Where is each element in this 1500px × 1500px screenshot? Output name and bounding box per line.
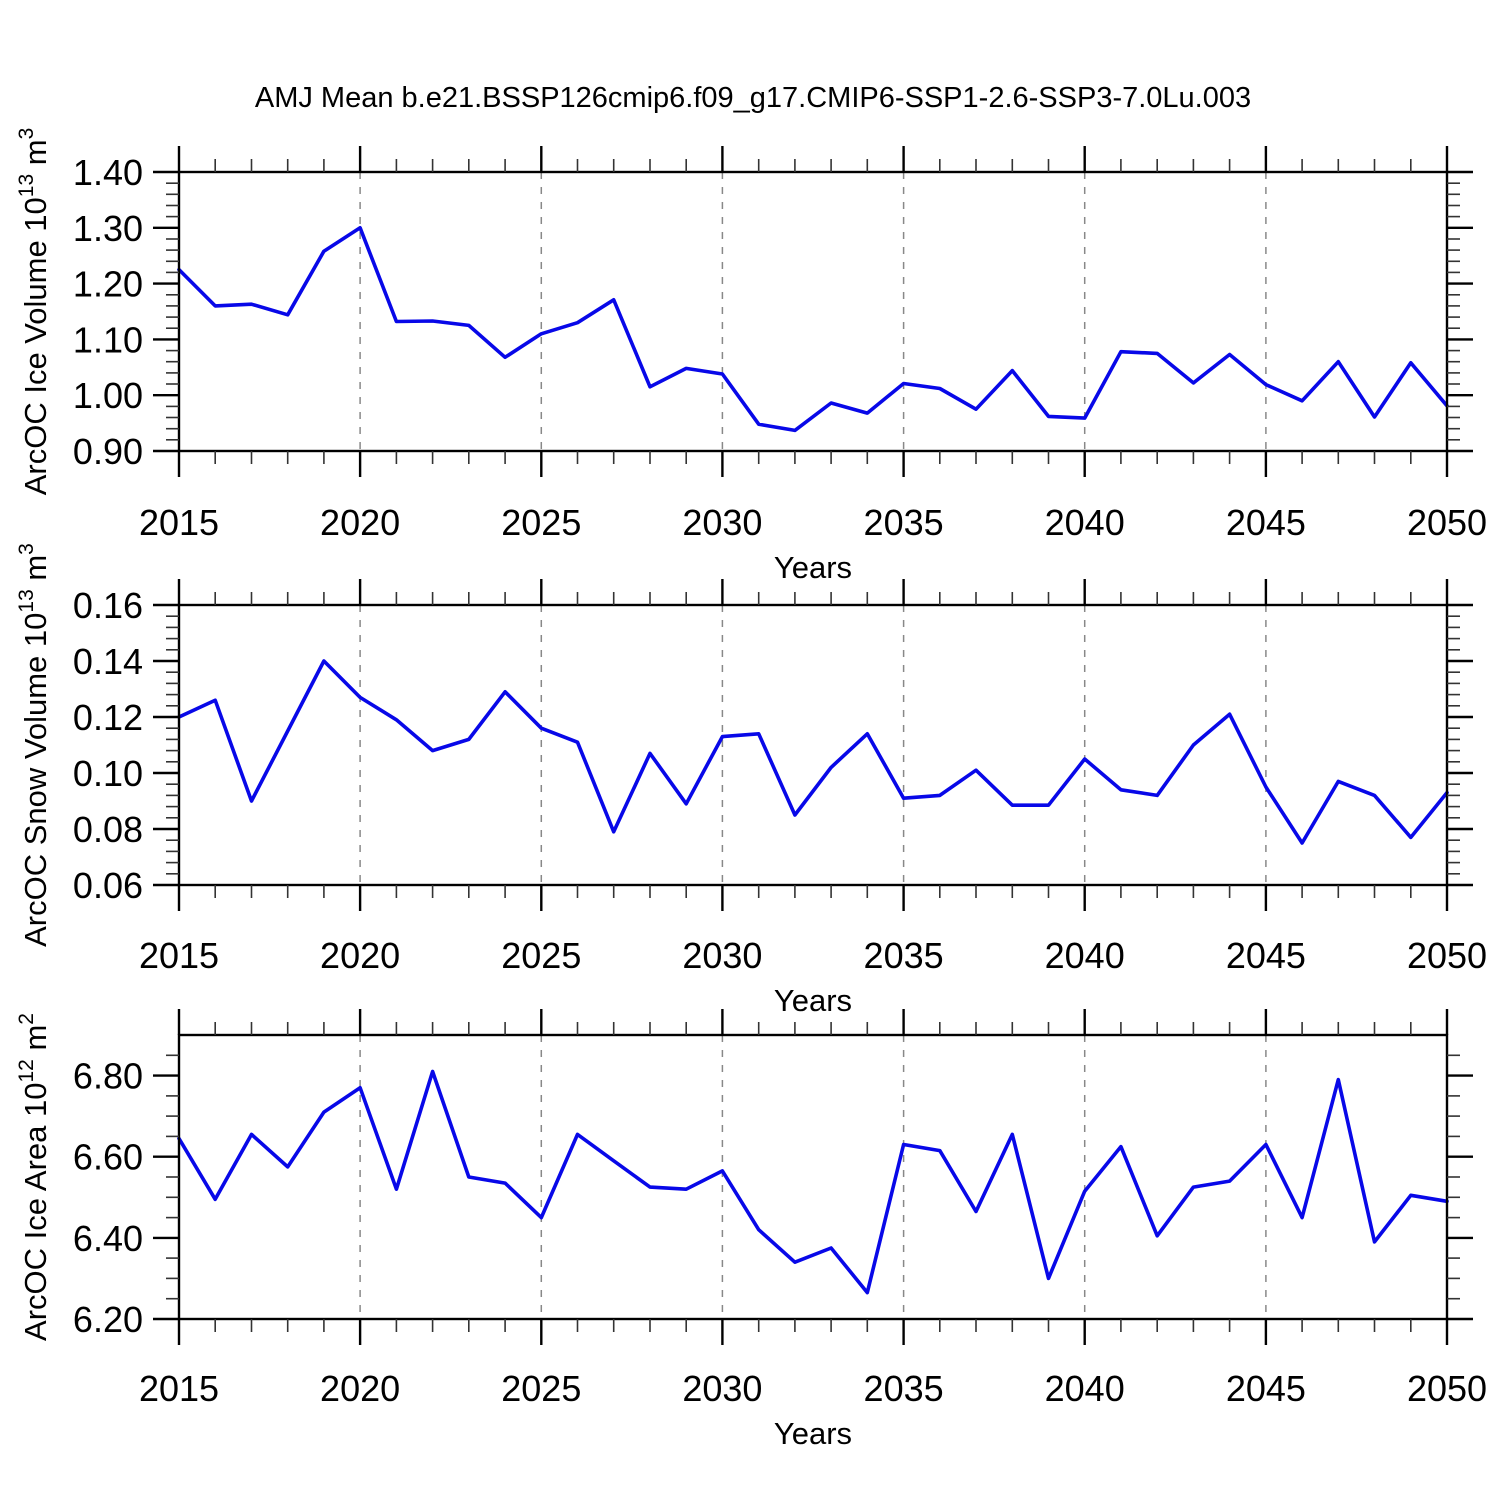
x-tick-label: 2015: [139, 935, 219, 976]
x-tick-label: 2050: [1407, 1368, 1487, 1409]
x-tick-label: 2035: [864, 1368, 944, 1409]
y-tick-label: 1.30: [73, 208, 143, 249]
y-axis-title: ArcOC Ice Volume 1013 m3: [15, 128, 53, 496]
x-tick-label: 2045: [1226, 935, 1306, 976]
figure-title: AMJ Mean b.e21.BSSP126cmip6.f09_g17.CMIP…: [254, 82, 1252, 114]
y-tick-label: 0.16: [73, 585, 143, 626]
y-tick-label: 0.90: [73, 431, 143, 472]
x-tick-label: 2025: [501, 1368, 581, 1409]
y-tick-label: 0.10: [73, 753, 143, 794]
x-tick-label: 2035: [864, 935, 944, 976]
snow-volume-series-line: [177, 659, 1449, 845]
y-tick-label: 6.20: [73, 1299, 143, 1340]
x-tick-label: 2030: [682, 1368, 762, 1409]
x-axis-title: Years: [774, 1416, 852, 1451]
y-tick-label: 6.40: [73, 1218, 143, 1259]
chart-ice-area: 6.20 6.40 6.60 6.80 2015 2020 2025 2030 2035 2040…: [15, 1009, 1487, 1451]
x-axis-title: Years: [774, 550, 852, 585]
y-tick-label: 6.80: [73, 1056, 143, 1097]
x-tick-label: 2025: [501, 502, 581, 543]
y-tick-label: 6.60: [73, 1137, 143, 1178]
x-tick-label: 2020: [320, 935, 400, 976]
x-tick-label: 2025: [501, 935, 581, 976]
x-tick-label: 2050: [1407, 935, 1487, 976]
x-axis-title: Years: [774, 983, 852, 1018]
x-tick-label: 2040: [1045, 502, 1125, 543]
y-tick-label: 1.00: [73, 375, 143, 416]
y-tick-label: 0.12: [73, 697, 143, 738]
x-tick-label: 2040: [1045, 935, 1125, 976]
y-tick-label: 1.10: [73, 319, 143, 360]
x-tick-label: 2015: [139, 1368, 219, 1409]
y-axis-title: ArcOC Ice Area 1012 m2: [15, 1013, 53, 1341]
y-tick-label: 0.06: [73, 865, 143, 906]
plot-frame: [177, 1033, 1449, 1321]
y-tick-label: 1.40: [73, 152, 143, 193]
y-tick-label: 0.08: [73, 809, 143, 850]
x-tick-label: 2015: [139, 502, 219, 543]
y-axis-title: ArcOC Snow Volume 1013 m3: [15, 543, 53, 947]
x-tick-label: 2035: [864, 502, 944, 543]
x-tick-label: 2020: [320, 1368, 400, 1409]
ice-volume-series-line: [177, 226, 1449, 433]
x-tick-label: 2030: [682, 935, 762, 976]
chart-snow-volume: 0.06 0.08 0.10 0.12 0.14 0.16 2015 2020 2025 2030…: [15, 543, 1487, 1018]
y-tick-label: 1.20: [73, 264, 143, 305]
x-tick-label: 2050: [1407, 502, 1487, 543]
y-tick-label: 0.14: [73, 641, 143, 682]
x-tick-label: 2020: [320, 502, 400, 543]
chart-ice-volume: 0.90 1.00 1.10 1.20 1.30 1.40 2015 2020 2025 2030…: [15, 128, 1487, 585]
x-tick-label: 2030: [682, 502, 762, 543]
ice-area-series-line: [177, 1069, 1449, 1295]
x-tick-label: 2040: [1045, 1368, 1125, 1409]
x-tick-label: 2045: [1226, 1368, 1306, 1409]
plot-frame: [177, 603, 1449, 887]
plot-frame: [177, 170, 1449, 453]
x-tick-label: 2045: [1226, 502, 1306, 543]
